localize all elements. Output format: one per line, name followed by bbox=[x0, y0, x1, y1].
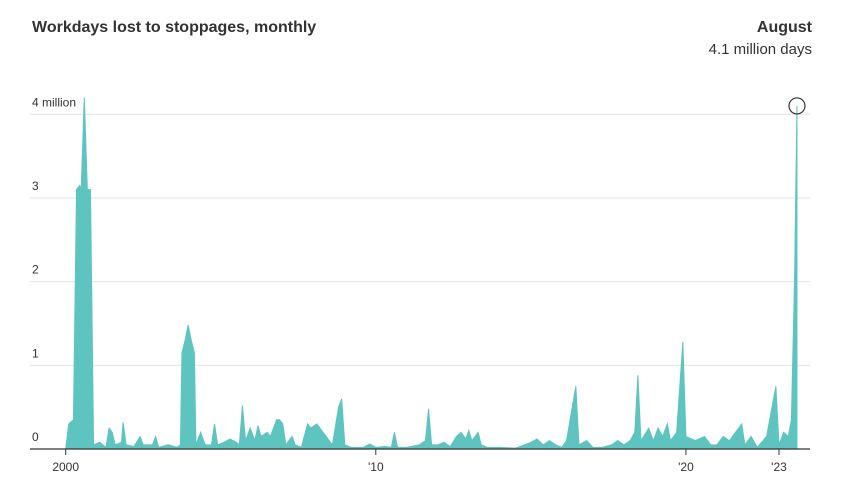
x-tick-label: 2000 bbox=[52, 460, 79, 474]
annotation-title: August bbox=[757, 19, 813, 36]
chart-title: Workdays lost to stoppages, monthly bbox=[32, 19, 316, 36]
area bbox=[65, 97, 798, 450]
x-tick-label: '10 bbox=[368, 460, 384, 474]
highlight-circle bbox=[788, 97, 806, 115]
y-tick-label: 0 bbox=[32, 430, 39, 444]
y-tick-label: 2 bbox=[32, 263, 39, 277]
y-tick-label: 1 bbox=[32, 346, 39, 360]
x-tick-label: '23 bbox=[771, 460, 787, 474]
x-tick-label: '20 bbox=[678, 460, 694, 474]
annotation-text: 4.1 million days bbox=[709, 41, 812, 58]
y-tick-label: 4 million bbox=[32, 95, 76, 109]
y-tick-label: 3 bbox=[32, 179, 39, 193]
